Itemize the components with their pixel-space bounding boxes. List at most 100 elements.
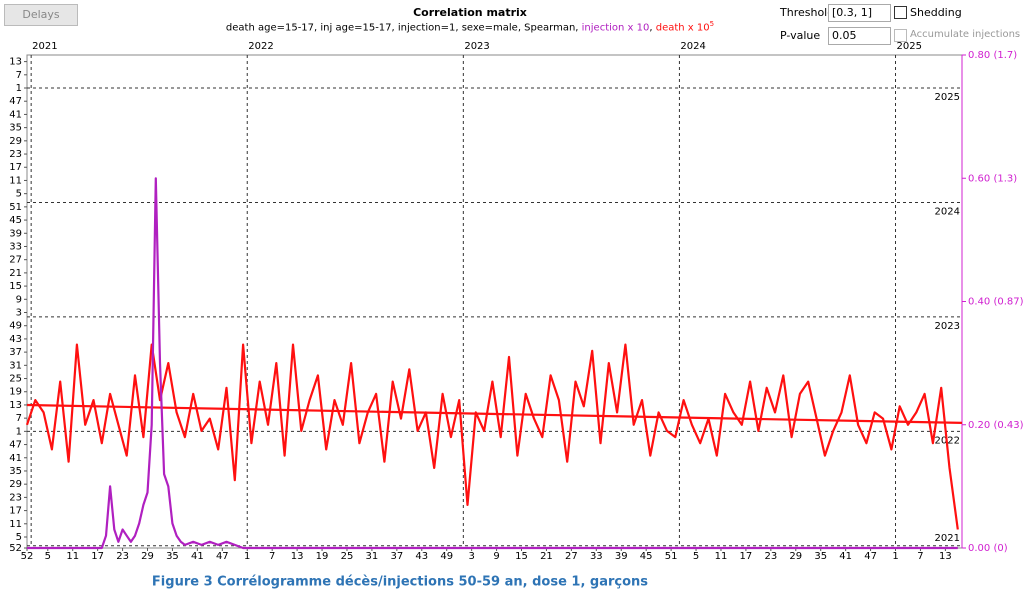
x-tick-label: 41 bbox=[839, 551, 852, 562]
y-tick-label: 27 bbox=[9, 255, 22, 266]
y-tick-label: 17 bbox=[9, 162, 22, 173]
chart-title: Correlation matrix bbox=[413, 6, 527, 19]
x-tick-label: 21 bbox=[540, 551, 553, 562]
x-tick-label: 29 bbox=[789, 551, 802, 562]
y2-tick-label: 0.20 (0.43) bbox=[968, 420, 1024, 431]
x-tick-label: 33 bbox=[590, 551, 603, 562]
pvalue-select[interactable]: 0.05 bbox=[828, 27, 891, 45]
chart-subtitle: death age=15-17, inj age=15-17, injectio… bbox=[0, 20, 940, 33]
y-tick-label: 35 bbox=[9, 123, 22, 134]
y-tick-label: 41 bbox=[9, 453, 22, 464]
y-tick-label: 11 bbox=[9, 175, 22, 186]
year-label: 2024 bbox=[680, 41, 705, 52]
y-tick-label: 19 bbox=[9, 387, 22, 398]
x-tick-label: 35 bbox=[166, 551, 179, 562]
y-tick-label: 52 bbox=[9, 543, 22, 554]
x-tick-label: 47 bbox=[864, 551, 877, 562]
x-tick-label: 7 bbox=[917, 551, 923, 562]
x-tick-label: 5 bbox=[693, 551, 699, 562]
matrix-year-label: 2025 bbox=[935, 92, 960, 103]
y-tick-label: 33 bbox=[9, 241, 22, 252]
y-tick-label: 23 bbox=[9, 492, 22, 503]
x-tick-label: 41 bbox=[191, 551, 204, 562]
x-tick-label: 1 bbox=[892, 551, 898, 562]
y-tick-label: 13 bbox=[9, 400, 22, 411]
y-tick-label: 11 bbox=[9, 519, 22, 530]
y-tick-label: 15 bbox=[9, 281, 22, 292]
y-tick-label: 29 bbox=[9, 479, 22, 490]
x-tick-label: 52 bbox=[21, 551, 34, 562]
x-tick-label: 31 bbox=[366, 551, 379, 562]
x-tick-label: 37 bbox=[390, 551, 403, 562]
threshold-label: Threshold bbox=[780, 6, 835, 19]
y2-tick-label: 0.40 (0.87) bbox=[968, 297, 1024, 308]
caption: Figure 3 Corrélogramme décès/injections … bbox=[152, 575, 648, 590]
subtitle-params: death age=15-17, inj age=15-17, injectio… bbox=[225, 22, 582, 34]
subtitle-injection: injection x 10 bbox=[581, 22, 650, 34]
year-label: 2025 bbox=[897, 41, 922, 52]
x-tick-label: 9 bbox=[493, 551, 499, 562]
matrix-year-label: 2024 bbox=[935, 206, 960, 217]
year-label: 2023 bbox=[464, 41, 489, 52]
matrix-year-label: 2021 bbox=[935, 533, 960, 544]
x-tick-label: 23 bbox=[764, 551, 777, 562]
x-tick-label: 1 bbox=[244, 551, 250, 562]
y-tick-label: 3 bbox=[16, 308, 22, 319]
y-tick-label: 35 bbox=[9, 466, 22, 477]
x-tick-label: 11 bbox=[715, 551, 728, 562]
y2-tick-label: 0.80 (1.7) bbox=[968, 50, 1017, 61]
x-tick-label: 49 bbox=[440, 551, 453, 562]
delays-button[interactable]: Delays bbox=[4, 4, 78, 26]
x-tick-label: 47 bbox=[216, 551, 229, 562]
x-tick-label: 5 bbox=[45, 551, 51, 562]
x-tick-label: 17 bbox=[740, 551, 753, 562]
shedding-checkbox[interactable] bbox=[894, 6, 907, 19]
x-tick-label: 45 bbox=[640, 551, 653, 562]
x-tick-label: 43 bbox=[415, 551, 428, 562]
y-tick-label: 9 bbox=[16, 294, 22, 305]
subtitle-sep: , bbox=[649, 22, 656, 34]
pvalue-label: P-value bbox=[780, 29, 821, 42]
x-tick-label: 17 bbox=[91, 551, 104, 562]
y-tick-label: 7 bbox=[16, 413, 22, 424]
y-tick-label: 43 bbox=[9, 334, 22, 345]
y-tick-label: 13 bbox=[9, 57, 22, 68]
shedding-label: Shedding bbox=[910, 6, 962, 19]
series-line bbox=[25, 343, 959, 530]
plot-frame bbox=[26, 54, 963, 549]
series-line bbox=[26, 403, 963, 424]
matrix-year-label: 2023 bbox=[935, 321, 960, 332]
accumulate-label: Accumulate injections bbox=[910, 29, 1021, 40]
threshold-select[interactable]: [0.3, 1] bbox=[828, 4, 891, 22]
x-tick-label: 13 bbox=[291, 551, 304, 562]
x-tick-label: 19 bbox=[316, 551, 329, 562]
y2-tick-label: 0.60 (1.3) bbox=[968, 173, 1017, 184]
y-tick-label: 5 bbox=[16, 532, 22, 543]
x-tick-label: 27 bbox=[565, 551, 578, 562]
y-tick-label: 23 bbox=[9, 149, 22, 160]
x-tick-label: 39 bbox=[615, 551, 628, 562]
y-tick-label: 21 bbox=[9, 268, 22, 279]
y-tick-label: 47 bbox=[9, 96, 22, 107]
y-tick-label: 17 bbox=[9, 506, 22, 517]
subtitle-death-exp: 5 bbox=[709, 20, 715, 28]
y-tick-label: 41 bbox=[9, 109, 22, 120]
subtitle-death: death x 10 bbox=[655, 22, 710, 34]
y-tick-label: 39 bbox=[9, 228, 22, 239]
y-tick-label: 45 bbox=[9, 215, 22, 226]
x-tick-label: 35 bbox=[814, 551, 827, 562]
y-tick-label: 51 bbox=[9, 202, 22, 213]
y-tick-label: 37 bbox=[9, 347, 22, 358]
y-tick-label: 7 bbox=[16, 70, 22, 81]
x-tick-label: 15 bbox=[515, 551, 528, 562]
accumulate-checkbox[interactable] bbox=[894, 29, 907, 42]
y-tick-label: 5 bbox=[16, 189, 22, 200]
y-tick-label: 1 bbox=[16, 426, 22, 437]
x-tick-label: 13 bbox=[939, 551, 952, 562]
series-line bbox=[27, 177, 958, 550]
y-tick-label: 47 bbox=[9, 440, 22, 451]
y-tick-label: 1 bbox=[16, 83, 22, 94]
x-tick-label: 51 bbox=[665, 551, 678, 562]
